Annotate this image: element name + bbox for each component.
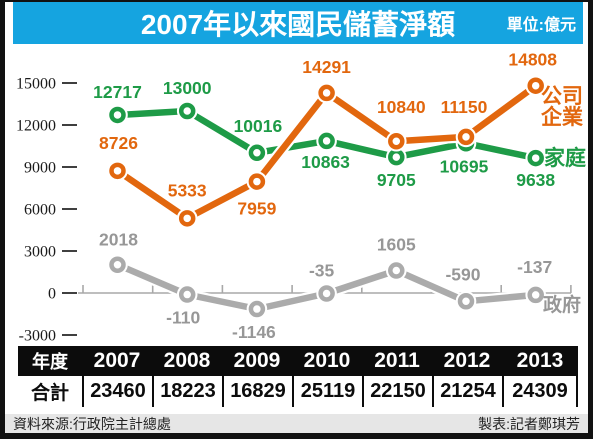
data-point-label: -35 [309,260,335,280]
data-point-label: 10840 [377,97,426,117]
data-point [388,132,405,150]
data-point-label: 5333 [168,180,207,200]
data-point-halo [316,130,337,152]
table-header-cell: 2008 [163,349,211,372]
data-point-halo [246,142,268,164]
table-header-cell: 2007 [93,349,141,372]
legend-government-label: 政府 [543,295,582,316]
data-point-label: 13000 [163,78,212,98]
data-point-halo [455,126,477,148]
summary-table: 年度 2007 2008 2009 2010 2011 2012 2013 合計… [18,346,578,407]
data-point-label: 9638 [516,170,555,190]
data-point-label: 11150 [441,97,488,117]
data-point [527,149,544,167]
y-axis-tick-label: 6000 [24,202,56,219]
data-point-label: 9705 [377,170,416,190]
data-point [109,256,126,273]
table-total-cell: 25119 [292,376,362,407]
data-point-label: 14808 [508,50,557,70]
page-title: 2007年以來國民儲蓄淨額 [140,9,456,40]
data-point-halo [246,171,268,192]
table-header-cell: 2013 [516,349,564,372]
y-axis-tick-label: 9000 [24,160,56,177]
data-point-label: -110 [166,308,200,328]
table-header-row: 年度 2007 2008 2009 2010 2011 2012 2013 [18,346,578,376]
data-point [388,148,405,166]
table-total-cell: 16829 [222,376,292,407]
data-point-label: 2018 [99,230,138,250]
table-total-row: 合計 23460 18223 16829 25119 22150 21254 2… [18,376,578,407]
data-point [457,293,475,310]
table-header-cell: 2009 [233,349,281,372]
line-chart: 15000 12000 9000 6000 3000 0 -3000 2018 -110 -114… [16,50,572,345]
source-credit: 資料來源:行政院主計總處 [13,415,171,432]
data-point-halo [176,284,198,305]
table-total-cell: 23460 [82,376,152,407]
data-point-halo [246,298,268,320]
data-point-label: 10863 [301,152,350,172]
data-point-label: 8726 [99,133,138,153]
data-point-label: 12717 [93,82,142,102]
data-point [318,285,335,302]
data-point [527,286,544,304]
data-point-label: 10016 [234,116,283,136]
data-point-halo [525,75,547,96]
legend-company-label: 公司企業 [541,85,583,130]
data-point [527,77,544,94]
data-point-label: 14291 [302,57,351,77]
data-point [457,128,475,146]
table-header-cell: 2010 [303,349,351,372]
data-point-halo [455,290,477,312]
data-point [178,102,196,120]
y-axis-tick-label: 15000 [16,76,56,93]
footer-bar: 資料來源:行政院主計總處 製表:記者鄭琪芳 [5,414,588,433]
data-point-halo [107,254,128,276]
data-point [178,286,196,303]
data-point-halo [386,260,407,281]
data-point [388,262,405,279]
data-point-halo [176,208,198,229]
data-point [248,144,266,162]
data-point-halo [525,147,547,169]
data-point-halo [107,160,128,182]
data-point [109,162,126,180]
data-point [248,173,266,190]
data-point-halo [107,104,128,126]
table-total-cell: 22150 [362,376,432,407]
title-banner: 2007年以來國民儲蓄淨額 單位:億元 [13,2,583,44]
y-axis-tick-label: 12000 [16,118,56,135]
table-header-cell: 2011 [374,349,420,372]
data-point [178,210,196,227]
maker-credit: 製表:記者鄭琪芳 [478,415,580,432]
data-point [248,300,266,318]
data-point-label: -137 [517,257,552,277]
data-point-label: -1146 [232,322,276,342]
table-total-cell: 21254 [432,376,502,407]
data-point [318,132,335,150]
data-point-label: 1605 [377,235,416,255]
y-axis-tick-label: 3000 [24,244,56,261]
table-total-cell: 合計 [30,383,69,404]
data-point-label: -590 [445,264,480,284]
data-point-label: 10695 [440,156,489,176]
unit-label: 單位:億元 [506,17,576,34]
y-axis-tick-label: 0 [48,286,56,303]
data-point-halo [176,100,198,122]
data-point [109,106,126,124]
legend-household-label: 家庭 [544,147,586,170]
data-point-halo [316,82,337,104]
data-point-halo [386,130,407,152]
table-header-cell: 年度 [32,352,68,372]
table-total-cell: 18223 [152,376,222,407]
data-point-halo [525,284,547,306]
data-point-halo [316,283,337,304]
data-point-label: 7959 [237,199,276,219]
y-axis-tick-label: -3000 [19,328,56,345]
table-total-cell: 24309 [502,376,578,407]
table-header-cell: 2012 [443,349,491,372]
data-point [318,84,335,102]
